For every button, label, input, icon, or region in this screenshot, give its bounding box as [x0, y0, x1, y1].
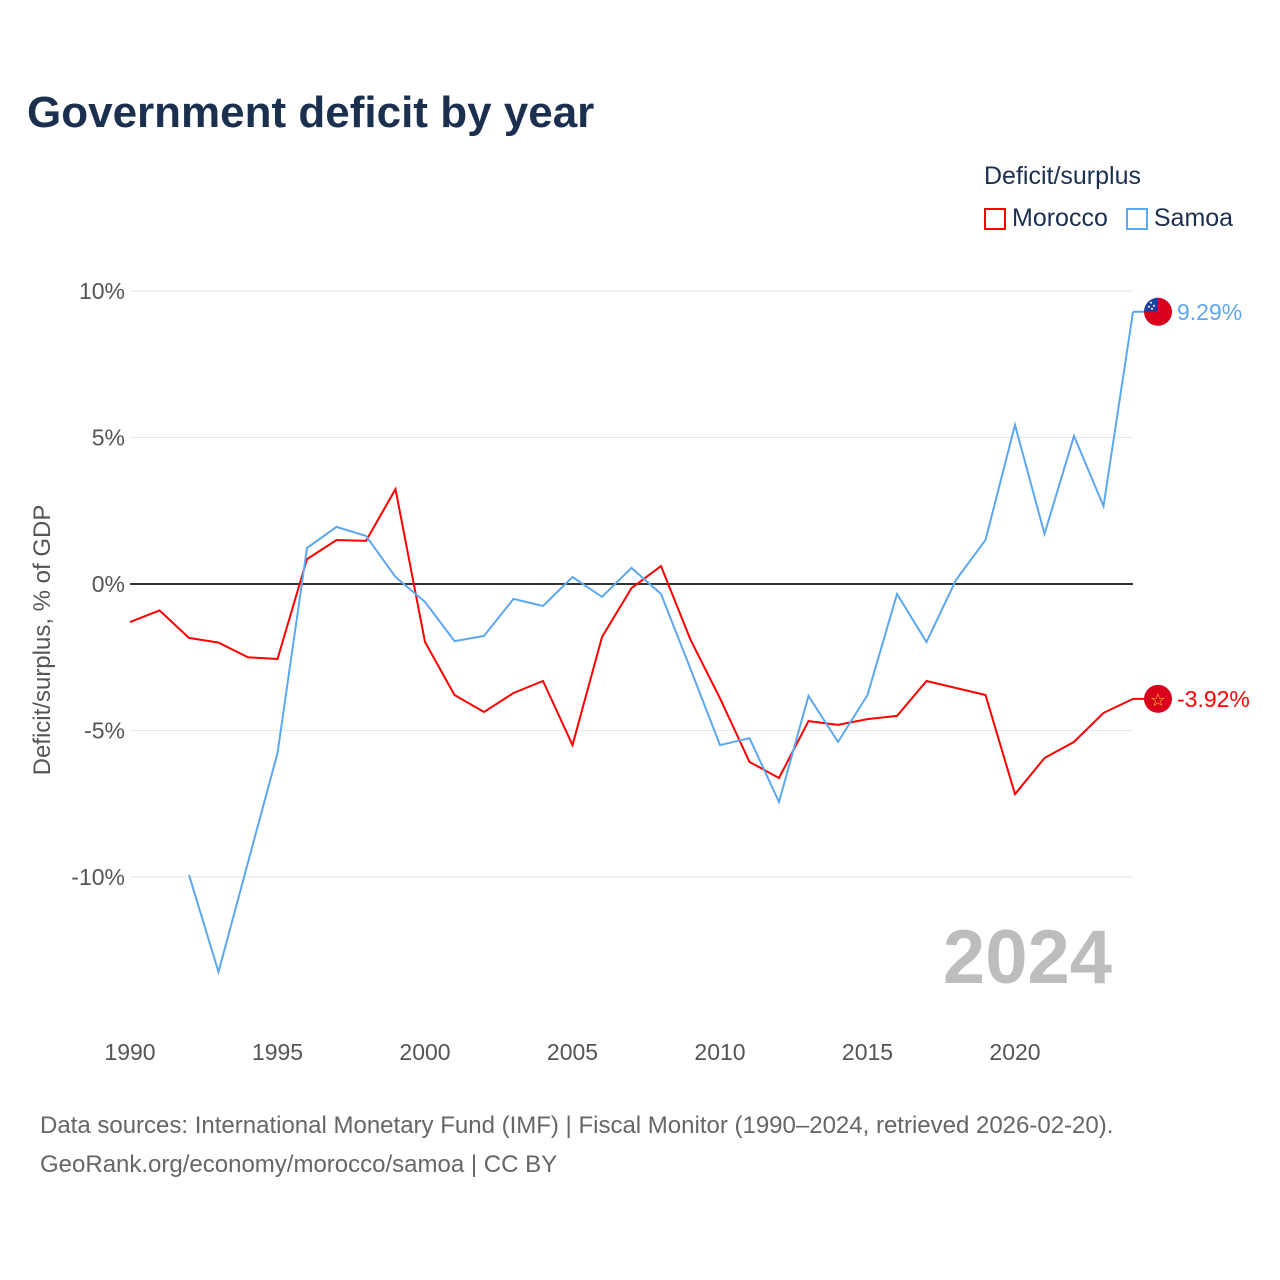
legend-swatch-morocco — [984, 207, 1006, 230]
end-value-label: 9.29% — [1177, 299, 1242, 325]
samoa-flag-icon — [1144, 297, 1172, 326]
legend-label-morocco: Morocco — [1012, 204, 1108, 232]
data-sources: Data sources: International Monetary Fun… — [40, 1112, 1114, 1139]
x-tick-label: 2015 — [842, 1039, 893, 1065]
legend-title: Deficit/surplus — [984, 162, 1141, 190]
source-link[interactable]: GeoRank.org/economy/morocco/samoa | CC B… — [40, 1151, 558, 1178]
chart-title: Government deficit by year — [27, 88, 595, 137]
y-tick-label: 10% — [79, 278, 125, 304]
y-tick-label: -10% — [71, 864, 125, 890]
legend-swatch-samoa — [1125, 207, 1148, 230]
x-tick-label: 2000 — [399, 1039, 450, 1065]
flag-circle — [1144, 684, 1172, 713]
series-line-morocco — [129, 486, 1134, 797]
flag-canton — [1144, 297, 1158, 312]
flag-star — [1153, 304, 1155, 307]
year-watermark: 2024 — [943, 915, 1112, 1000]
footer: Data sources: International Monetary Fun… — [40, 1106, 1113, 1184]
morocco-flag-icon: ☆ — [1144, 684, 1172, 713]
y-tick-label: 0% — [92, 571, 125, 597]
flag-star: ☆ — [1150, 690, 1166, 711]
x-tick-label: 1995 — [252, 1039, 303, 1065]
x-tick-label: 1990 — [104, 1039, 155, 1065]
x-tick-label: 2020 — [989, 1039, 1040, 1065]
flag-star — [1150, 301, 1152, 304]
x-tick-label: 2005 — [547, 1039, 598, 1065]
y-tick-label: 5% — [92, 425, 125, 451]
y-axis-label: Deficit/surplus, % of GDP — [29, 505, 56, 776]
legend-item-morocco[interactable]: Morocco — [984, 204, 1108, 233]
series-line-samoa — [188, 311, 1134, 976]
flag-star — [1151, 307, 1153, 310]
flag-star — [1148, 305, 1150, 308]
x-tick-label: 2010 — [694, 1039, 745, 1065]
legend-label-samoa: Samoa — [1153, 204, 1234, 232]
y-tick-label: -5% — [84, 718, 125, 744]
legend: Morocco Samoa — [984, 204, 1233, 233]
end-value-label: -3.92% — [1177, 686, 1250, 712]
legend-item-samoa[interactable]: Samoa — [1125, 204, 1234, 233]
